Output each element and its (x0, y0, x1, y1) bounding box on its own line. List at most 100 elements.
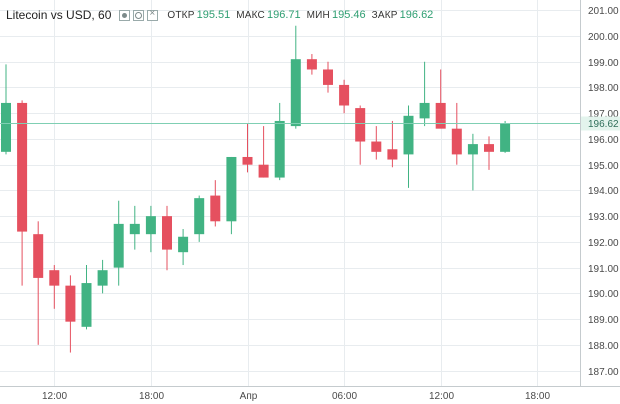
price-tick-label: 196.00 (588, 135, 619, 146)
candle-down[interactable] (17, 100, 28, 286)
price-tick-label: 199.00 (588, 58, 619, 69)
candles[interactable] (1, 25, 511, 353)
time-tick-label: 18:00 (525, 391, 550, 402)
price-tick-label: 200.00 (588, 32, 619, 43)
candle-down[interactable] (339, 79, 350, 114)
candle-down[interactable] (484, 136, 494, 170)
last-price-badge: 196.62 (581, 116, 620, 131)
candle-body (113, 223, 124, 268)
gear-icon[interactable] (133, 9, 145, 21)
close-icon[interactable] (147, 8, 159, 21)
close-value: 196.62 (399, 9, 434, 21)
candle-down[interactable] (371, 126, 382, 160)
price-tick-label: 197.00 (588, 109, 619, 120)
price-tick-label: 188.00 (588, 341, 619, 352)
candle-down[interactable] (242, 123, 253, 173)
open-value: 195.51 (196, 9, 231, 21)
low-value: 195.46 (331, 9, 366, 21)
candle-down[interactable] (323, 61, 333, 93)
time-tick-label: 18:00 (139, 391, 164, 402)
candle-body (65, 285, 76, 322)
candle-body (258, 164, 269, 178)
candle-body (242, 156, 253, 165)
candle-body (306, 59, 317, 70)
candle-body (355, 108, 366, 142)
candle-down[interactable] (33, 221, 44, 345)
candle-body (17, 102, 28, 232)
candle-up[interactable] (290, 25, 301, 129)
candle-body (371, 141, 382, 152)
candle-body (500, 123, 511, 152)
candle-up[interactable] (97, 259, 108, 294)
symbol-title[interactable]: Litecoin vs USD, 60 (6, 8, 112, 22)
candle-down[interactable] (435, 69, 446, 129)
candle-body (97, 270, 108, 286)
candle-up[interactable] (274, 102, 285, 181)
candle-body (178, 236, 189, 253)
candle-body (274, 120, 285, 178)
candle-body (451, 128, 462, 155)
candle-body (403, 115, 414, 155)
price-tick-label: 195.00 (588, 161, 619, 172)
price-axis[interactable]: 187.00 188.00 189.00 190.00 191.00 192.00 193.… (588, 6, 619, 378)
candle-body (290, 59, 301, 127)
candle-down[interactable] (258, 126, 269, 178)
price-tick-label: 189.00 (588, 315, 619, 326)
price-tick-label: 201.00 (588, 6, 619, 17)
candle-down[interactable] (306, 54, 317, 75)
candle-up[interactable] (178, 229, 189, 266)
candle-body (162, 216, 172, 250)
candle-up[interactable] (194, 195, 205, 242)
low-label: МИН (306, 9, 330, 21)
candle-up[interactable] (145, 205, 156, 253)
price-tick-label: 194.00 (588, 186, 619, 197)
candle-body (387, 149, 398, 160)
price-tick-label: 198.00 (588, 83, 619, 94)
candle-body (467, 144, 478, 155)
time-axis[interactable]: 12:00 18:00 Апр 06:00 12:00 18:00 (42, 391, 550, 402)
eye-icon[interactable] (119, 9, 131, 21)
grid (0, 0, 580, 386)
last-price-badge-bg (581, 116, 620, 131)
candle-body (419, 102, 430, 119)
candle-body (33, 234, 44, 278)
candle-body (49, 270, 60, 286)
candle-body (194, 198, 205, 235)
candle-up[interactable] (419, 61, 430, 127)
price-tick-label: 191.00 (588, 264, 619, 275)
candle-down[interactable] (210, 180, 221, 227)
high-value: 196.71 (266, 9, 301, 21)
last-price-value: 196.62 (588, 119, 619, 130)
high-label: МАКС (236, 9, 265, 21)
price-tick-label: 193.00 (588, 212, 619, 223)
candle-up[interactable] (403, 105, 414, 188)
candle-body (1, 102, 11, 152)
candle-body (129, 223, 140, 235)
candle-down[interactable] (49, 265, 60, 309)
candle-up[interactable] (500, 120, 511, 153)
candle-body (210, 195, 221, 222)
candle-up[interactable] (226, 156, 237, 235)
chart-legend: Litecoin vs USD, 60 ОТКР 195.51 МАКС 196… (6, 7, 433, 23)
time-tick-label: Апр (240, 391, 258, 402)
time-tick-label: 12:00 (429, 391, 454, 402)
candle-down[interactable] (355, 105, 366, 165)
close-label: ЗАКР (371, 9, 398, 21)
price-tick-label: 187.00 (588, 367, 619, 378)
candle-down[interactable] (387, 120, 398, 168)
time-tick-label: 06:00 (332, 391, 357, 402)
candle-body (145, 216, 156, 235)
candle-body (484, 144, 494, 152)
candle-up[interactable] (81, 265, 92, 330)
candle-down[interactable] (162, 205, 172, 271)
candle-up[interactable] (129, 205, 140, 250)
price-tick-label: 192.00 (588, 238, 619, 249)
candle-up[interactable] (467, 133, 478, 191)
candle-up[interactable] (1, 64, 11, 155)
candle-down[interactable] (451, 102, 462, 165)
candle-body (323, 69, 333, 85)
candle-down[interactable] (65, 275, 76, 353)
candle-body (226, 156, 237, 222)
candle-up[interactable] (113, 200, 124, 286)
